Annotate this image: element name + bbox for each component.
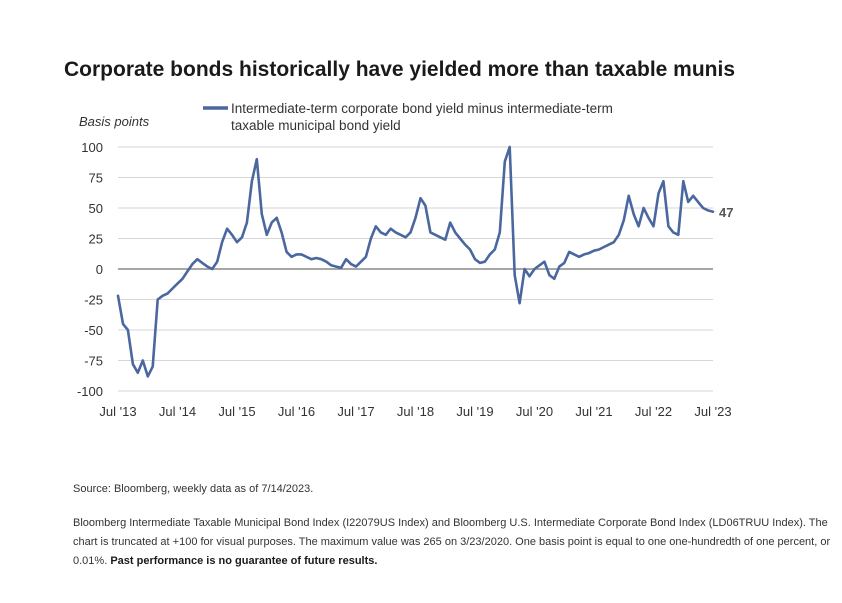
y-tick-label: -50	[84, 323, 103, 338]
x-tick-label: Jul '15	[218, 404, 255, 419]
x-tick-label: Jul '23	[694, 404, 731, 419]
x-tick-label: Jul '19	[456, 404, 493, 419]
x-tick-label: Jul '20	[516, 404, 553, 419]
y-tick-label: 100	[81, 140, 103, 155]
legend: Intermediate-term corporate bond yield m…	[203, 101, 613, 133]
x-tick-labels: Jul '13 Jul '14 Jul '15 Jul '16 Jul '17 Jul '…	[99, 404, 731, 419]
legend-label-line: taxable municipal bond yield	[231, 118, 401, 133]
gridlines	[118, 146, 713, 392]
x-tick-label: Jul '14	[159, 404, 196, 419]
y-tick-label: -75	[84, 354, 103, 369]
y-tick-label: 75	[89, 171, 103, 186]
y-tick-label: 25	[89, 232, 103, 247]
y-tick-label: 50	[89, 201, 103, 216]
source-note: Source: Bloomberg, weekly data as of 7/1…	[73, 483, 314, 495]
x-tick-label: Jul '13	[99, 404, 136, 419]
y-axis-label: Basis points	[79, 114, 150, 129]
x-tick-label: Jul '22	[635, 404, 672, 419]
line-chart: Intermediate-term corporate bond yield m…	[77, 101, 734, 419]
y-tick-labels: 100 75 50 25 0 -25 -50 -75 -100	[77, 140, 103, 399]
description-text: Bloomberg Intermediate Taxable Municipal…	[73, 517, 831, 567]
chart-title: Corporate bonds historically have yielde…	[64, 58, 736, 81]
legend-label: Intermediate-term corporate bond yield m…	[231, 101, 613, 133]
y-tick-label: -100	[77, 384, 103, 399]
last-value-label: 47	[719, 205, 733, 220]
y-tick-label: 0	[96, 262, 103, 277]
series-line	[116, 145, 715, 378]
x-tick-label: Jul '18	[397, 404, 434, 419]
description-note: Bloomberg Intermediate Taxable Municipal…	[73, 514, 833, 571]
y-tick-label: -25	[84, 293, 103, 308]
x-tick-label: Jul '21	[575, 404, 612, 419]
x-tick-label: Jul '16	[278, 404, 315, 419]
legend-label-line: Intermediate-term corporate bond yield m…	[231, 101, 613, 116]
disclaimer-text: Past performance is no guarantee of futu…	[110, 555, 378, 567]
x-tick-label: Jul '17	[337, 404, 374, 419]
